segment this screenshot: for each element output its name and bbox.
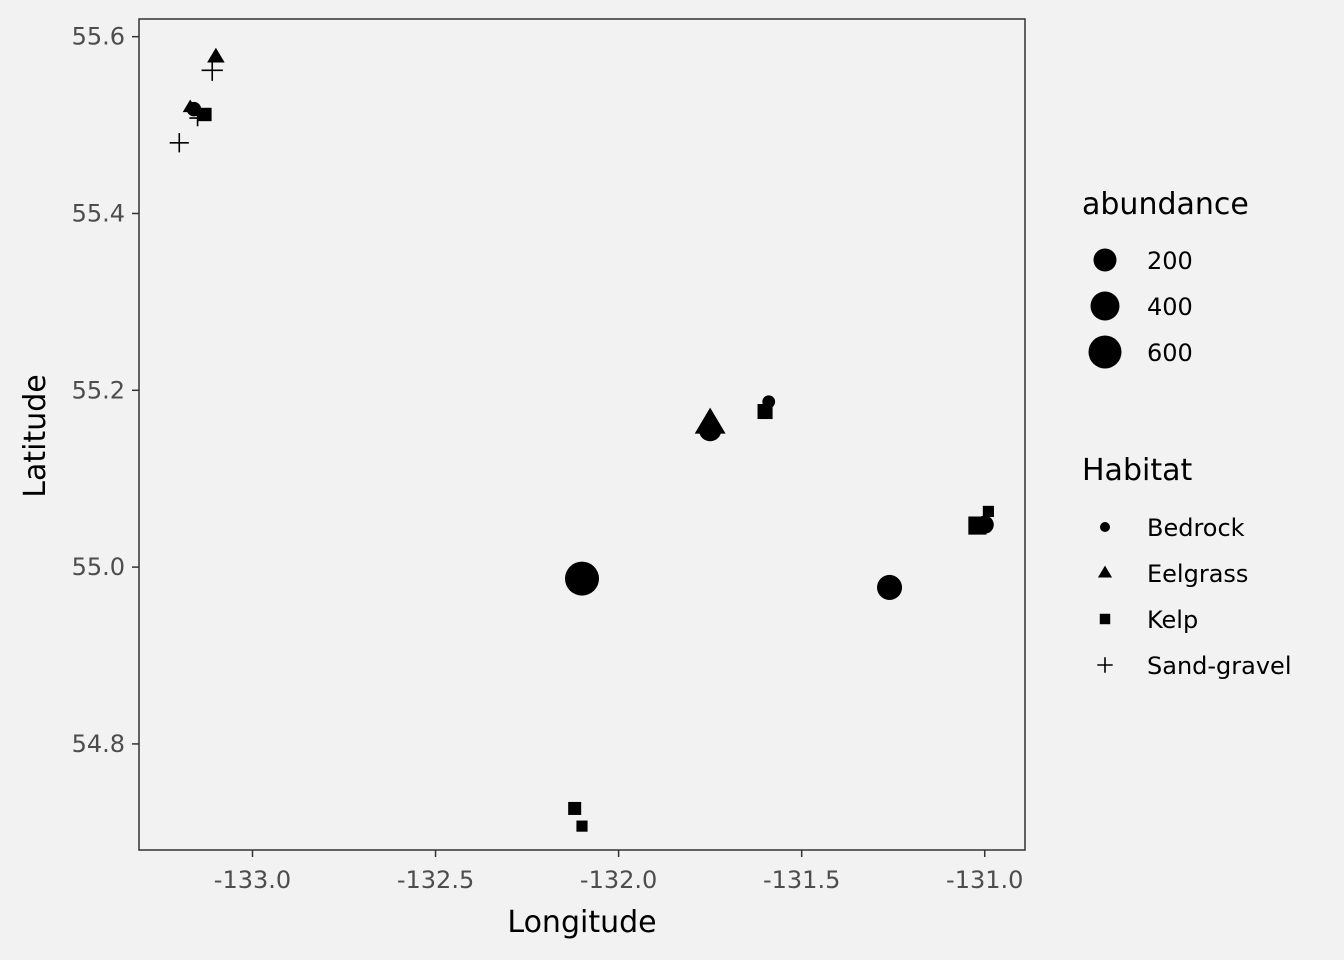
data-point-eelgrass [882,583,898,597]
data-point-sand-gravel [169,133,189,153]
legend-abundance-title: abundance [1082,187,1249,222]
x-tick-label: -131.5 [763,866,840,894]
x-tick-label: -131.0 [946,866,1023,894]
legend-size-label: 400 [1147,293,1193,321]
plot-panel [138,18,1026,851]
data-point-kelp [568,801,582,815]
legend-shape-key [1100,522,1110,532]
legend-size-label: 200 [1147,247,1193,275]
legend-shape-label: Bedrock [1147,514,1245,542]
legend-shape-key [1097,657,1113,673]
data-point-eelgrass [573,576,591,590]
y-tick-label: 55.4 [72,199,125,227]
data-point-sand-gravel [201,59,223,81]
legend-shape-label: Kelp [1147,606,1198,634]
data-point-kelp [198,107,212,122]
legend-abundance: abundance 200 400 600 [1082,187,1249,369]
data-point-eelgrass [207,47,225,63]
legend-habitat-title: Habitat [1082,453,1192,488]
y-tick-label: 55.6 [72,23,125,51]
data-point-kelp [982,505,994,517]
y-axis-title: Latitude [18,374,53,497]
y-tick-label: 54.8 [72,730,125,758]
legend-shape-label: Eelgrass [1147,560,1248,588]
data-point-kelp [576,820,588,832]
data-point-kelp [757,403,773,420]
x-tick-label: -133.0 [214,866,291,894]
legend-shape-label: Sand-gravel [1147,652,1292,680]
points-layer [169,47,994,832]
legend-size-key [1093,248,1117,272]
legend-habitat: Habitat Bedrock Eelgrass Kelp Sand-gravel [1082,453,1292,680]
legend-size-label: 600 [1147,339,1193,367]
data-point-sand-gravel [189,109,206,127]
legend-shape-key [1097,565,1113,578]
data-point-eelgrass [182,99,198,113]
data-point-bedrock [698,418,722,442]
x-tick-label: -132.0 [580,866,657,894]
legend-size-key [1088,335,1122,369]
y-axis: 54.8 55.0 55.2 55.4 55.6 [72,23,139,758]
y-tick-label: 55.2 [72,376,125,404]
legend-shape-key [1099,613,1111,625]
x-axis: -133.0 -132.5 -132.0 -131.5 -131.0 [214,850,1023,894]
data-point-kelp [968,516,987,535]
legend-size-key [1090,291,1120,321]
x-axis-title: Longitude [507,905,656,940]
y-tick-label: 55.0 [72,553,125,581]
x-tick-label: -132.5 [397,866,474,894]
